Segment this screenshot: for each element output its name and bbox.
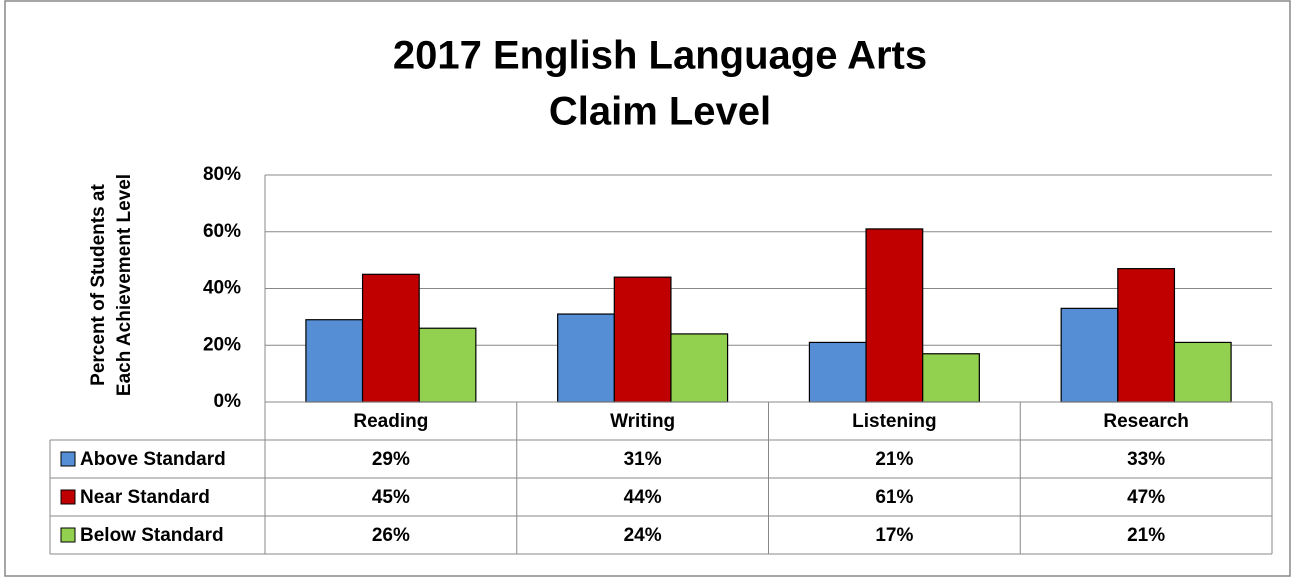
legend-swatch — [60, 489, 76, 505]
y-tick-label: 20% — [203, 334, 241, 355]
bar — [1117, 268, 1176, 403]
x-tick-label: Listening — [852, 411, 936, 432]
bar — [922, 353, 980, 403]
chart-title: 2017 English Language Arts — [393, 34, 927, 78]
bar — [1060, 307, 1119, 403]
chart-title: Claim Level — [549, 90, 771, 134]
y-tick-label: 80% — [203, 164, 241, 185]
bar — [865, 228, 924, 403]
bar — [418, 327, 477, 403]
bar — [305, 319, 364, 403]
y-tick-label: 60% — [203, 221, 241, 242]
y-axis-label-line: Percent of Students at — [88, 184, 109, 386]
x-tick-label: Writing — [610, 411, 675, 432]
legend-label: Above Standard — [80, 449, 226, 470]
bar — [808, 341, 867, 403]
data-table-value: 21% — [875, 449, 913, 470]
bar — [1173, 341, 1232, 403]
y-tick-label: 40% — [203, 278, 241, 299]
legend-swatch — [60, 527, 76, 543]
bar — [613, 276, 672, 403]
legend-swatch — [60, 451, 76, 467]
bar — [361, 273, 420, 403]
data-table-value: 17% — [875, 525, 913, 546]
data-table-value: 47% — [1127, 487, 1165, 508]
bar — [670, 333, 729, 403]
bar — [557, 313, 615, 403]
data-table-value: 29% — [372, 449, 410, 470]
data-table-value: 26% — [372, 525, 410, 546]
data-table-value: 45% — [372, 487, 410, 508]
legend-label: Near Standard — [80, 487, 210, 508]
y-axis-label: Percent of Students at Each Achievement L… — [88, 174, 135, 396]
y-tick-label: 0% — [214, 391, 242, 412]
data-table-value: 21% — [1127, 525, 1165, 546]
legend-label: Below Standard — [80, 525, 224, 546]
x-tick-label: Reading — [353, 411, 428, 432]
data-table-value: 61% — [875, 487, 913, 508]
x-tick-label: Research — [1103, 411, 1189, 432]
data-table-value: 24% — [624, 525, 662, 546]
data-table-value: 44% — [624, 487, 662, 508]
y-axis-label-line: Each Achievement Level — [114, 174, 135, 396]
data-table-value: 31% — [624, 449, 662, 470]
data-table-value: 33% — [1127, 449, 1165, 470]
